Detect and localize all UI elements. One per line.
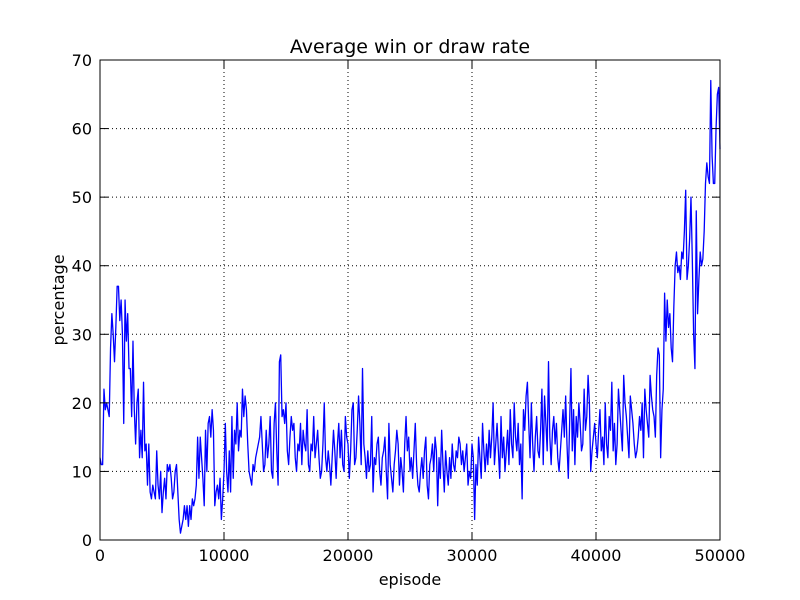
x-tick-label: 50000 xyxy=(695,546,746,565)
y-tick-label: 0 xyxy=(82,531,92,550)
x-tick-label: 0 xyxy=(95,546,105,565)
y-tick-label: 60 xyxy=(72,120,92,139)
y-axis-label: percentage xyxy=(49,254,68,345)
series-line xyxy=(99,79,721,534)
x-axis-label: episode xyxy=(379,570,442,589)
x-tick-label: 20000 xyxy=(323,546,374,565)
y-tick-label: 30 xyxy=(72,325,92,344)
x-tick-label: 40000 xyxy=(571,546,622,565)
x-tick-label: 10000 xyxy=(199,546,250,565)
y-tick-label: 70 xyxy=(72,51,92,70)
chart-title: Average win or draw rate xyxy=(290,36,530,58)
grid-lines xyxy=(100,60,720,540)
plot-frame xyxy=(99,59,721,541)
x-tick-label: 30000 xyxy=(447,546,498,565)
y-tick-label: 40 xyxy=(72,257,92,276)
y-tick-label: 20 xyxy=(72,394,92,413)
axis-ticks: 0 10000 20000 30000 40000 50000 0 10 20 30 40 50 60 7… xyxy=(72,51,746,565)
y-tick-label: 50 xyxy=(72,188,92,207)
data-layer xyxy=(99,79,721,534)
y-tick-label: 10 xyxy=(72,462,92,481)
